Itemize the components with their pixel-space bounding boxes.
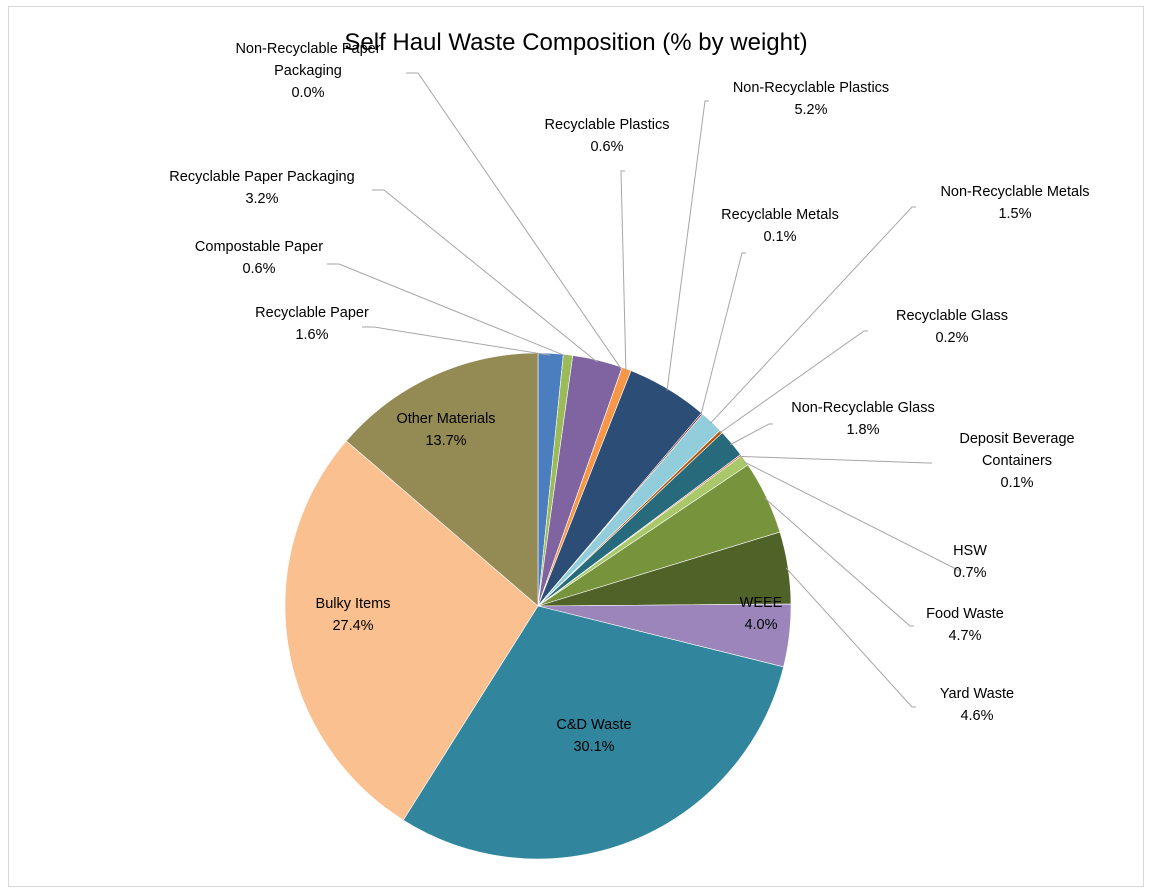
leader-line [406, 72, 622, 370]
leader-line [742, 461, 962, 571]
data-label-name: C&D Waste [556, 717, 631, 733]
leader-line [785, 567, 916, 708]
pie-slice [345, 352, 539, 607]
data-label: Compostable Paper 0.6% [195, 239, 323, 277]
leader-line [739, 455, 932, 464]
data-label-name: Recyclable Paper [255, 305, 369, 321]
leader-line [764, 497, 914, 627]
leader-line [620, 170, 627, 371]
data-label-value: 3.2% [245, 191, 278, 207]
data-label-name: Deposit Beverage [959, 431, 1074, 447]
data-label: Recyclable Glass 0.2% [896, 308, 1008, 346]
data-label: Recyclable Metals 0.1% [721, 207, 839, 245]
data-label-name: Compostable Paper [195, 239, 323, 255]
data-label-name: Non-Recyclable Plastics [733, 80, 889, 96]
data-label: Recyclable Paper 1.6% [255, 305, 369, 343]
leader-line [372, 189, 598, 363]
data-label: Non-Recyclable Paper Packaging 0.0% [235, 41, 380, 101]
leader-line [327, 263, 569, 358]
data-label-value: 13.7% [425, 433, 466, 449]
data-label-value: 0.6% [590, 139, 623, 155]
data-label-value: 4.7% [948, 628, 981, 644]
data-label: WEEE 4.0% [740, 595, 783, 633]
data-label-name: Recyclable Paper Packaging [169, 169, 354, 185]
data-label: Non-Recyclable Metals 1.5% [940, 184, 1089, 222]
data-label-value: 0.2% [935, 330, 968, 346]
data-label-value: 1.6% [295, 327, 328, 343]
leader-line [709, 206, 916, 424]
data-label: Other Materials 13.7% [396, 411, 495, 449]
data-label: Non-Recyclable Plastics 5.2% [733, 80, 889, 118]
data-label-name: Non-Recyclable Paper [235, 41, 380, 57]
slices-layer [284, 352, 792, 860]
data-label-name: Yard Waste [940, 686, 1014, 702]
data-label-name: Packaging [274, 63, 342, 79]
data-label-value: 27.4% [332, 618, 373, 634]
data-label: Recyclable Plastics 0.6% [545, 117, 670, 155]
data-label-name: Containers [982, 453, 1052, 469]
data-label-value: 0.7% [953, 565, 986, 581]
leader-line [719, 330, 868, 434]
data-label-name: Recyclable Plastics [545, 117, 670, 133]
pie-slice [284, 440, 539, 821]
data-label-value: 0.0% [291, 85, 324, 101]
data-label-value: 4.0% [744, 617, 777, 633]
data-label-name: Recyclable Glass [896, 308, 1008, 324]
labels-layer: Recyclable Paper 1.6% Compostable Paper 0.6… [169, 41, 1089, 755]
leader-line [730, 423, 773, 446]
data-label-value: 4.6% [960, 708, 993, 724]
data-label-name: Bulky Items [316, 596, 391, 612]
data-label: HSW 0.7% [953, 543, 987, 581]
leader-lines-layer [327, 72, 962, 708]
data-label: Recyclable Paper Packaging 3.2% [169, 169, 354, 207]
data-label-value: 0.6% [242, 261, 275, 277]
data-label-name: Other Materials [396, 411, 495, 427]
leader-line [700, 252, 746, 416]
leader-line [362, 326, 551, 356]
leader-line [666, 100, 709, 391]
data-label-value: 1.5% [998, 206, 1031, 222]
data-label-value: 0.1% [763, 229, 796, 245]
data-label-name: HSW [953, 543, 987, 559]
data-label: Non-Recyclable Glass 1.8% [791, 400, 934, 438]
data-label: Yard Waste 4.6% [940, 686, 1014, 724]
data-label-name: Recyclable Metals [721, 207, 839, 223]
data-label-value: 0.1% [1000, 475, 1033, 491]
data-label-name: Non-Recyclable Glass [791, 400, 934, 416]
data-label-value: 30.1% [573, 739, 614, 755]
data-label: Food Waste 4.7% [926, 606, 1004, 644]
data-label-value: 1.8% [846, 422, 879, 438]
data-label-name: Non-Recyclable Metals [940, 184, 1089, 200]
data-label: C&D Waste 30.1% [556, 717, 631, 755]
chart-title: Self Haul Waste Composition (% by weight… [344, 29, 807, 56]
data-label-name: WEEE [740, 595, 783, 611]
data-label: Bulky Items 27.4% [316, 596, 391, 634]
data-label: Deposit Beverage Containers 0.1% [959, 431, 1074, 491]
data-label-name: Food Waste [926, 606, 1004, 622]
data-label-value: 5.2% [794, 102, 827, 118]
